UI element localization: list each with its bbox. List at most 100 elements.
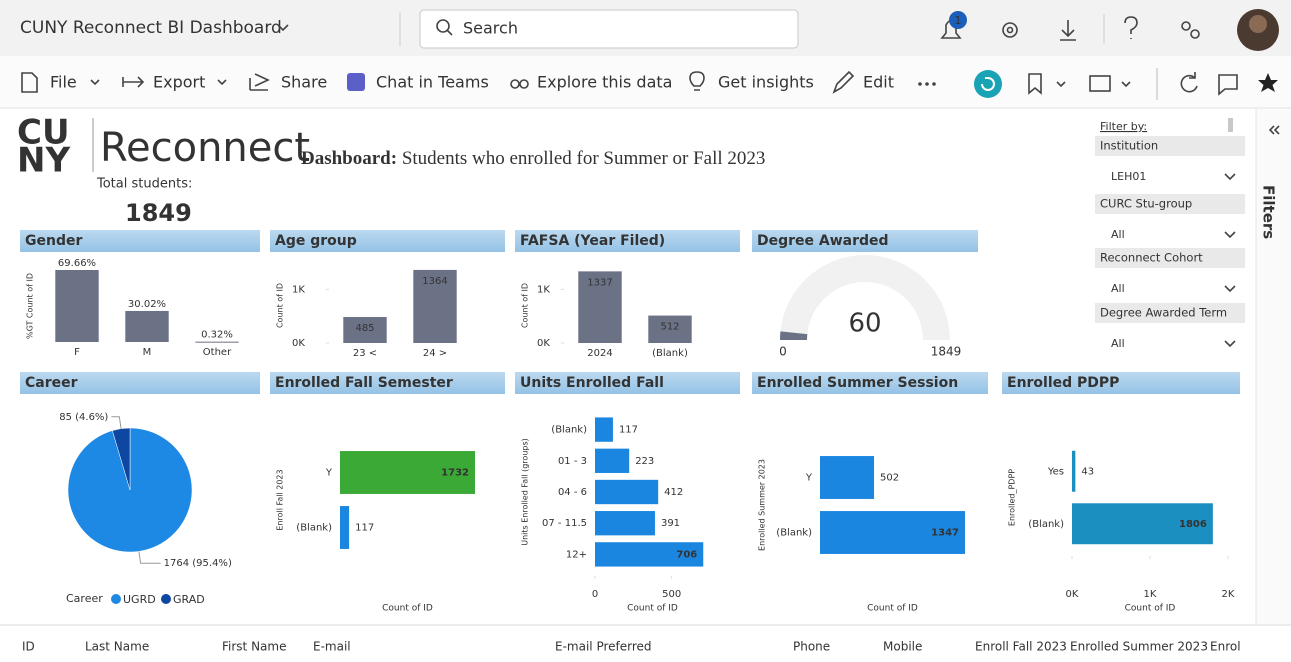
app-title[interactable]: CUNY Reconnect BI Dashboard	[20, 18, 282, 38]
bar[interactable]	[595, 480, 658, 504]
column-header[interactable]: E-mail Preferred	[555, 640, 652, 654]
bar[interactable]	[1072, 451, 1075, 492]
gauge-max: 1849	[931, 345, 962, 359]
y-tick-label: 1K	[292, 284, 305, 295]
x-axis-label: Count of ID	[867, 604, 918, 614]
total-value: 1849	[125, 199, 192, 227]
reset-button[interactable]	[974, 70, 1002, 98]
toolbar-button[interactable]: Explore this data	[537, 73, 672, 92]
charts: Gender%GT Count of IDF69.66%M30.02%Other…	[20, 230, 1240, 614]
heading-text: Students who enrolled for Summer or Fall…	[402, 148, 766, 169]
filter-value[interactable]: LEH01	[1111, 170, 1146, 183]
leader-line	[139, 551, 161, 563]
chart-title: Enrolled Fall Semester	[275, 375, 453, 391]
x-axis-label: Count of ID	[1125, 604, 1176, 614]
logo-text: NY	[17, 141, 70, 181]
data-label: 706	[676, 549, 697, 560]
bar[interactable]	[595, 511, 655, 535]
data-label: 485	[355, 323, 374, 334]
legend-label[interactable]: UGRD	[123, 593, 156, 606]
x-tick-label: M	[143, 347, 152, 358]
data-label: 30.02%	[128, 299, 166, 310]
filter-value[interactable]: All	[1111, 228, 1125, 241]
y-tick-label: 1K	[537, 284, 550, 295]
report-heading: Dashboard: Students who enrolled for Sum…	[301, 148, 765, 169]
toolbar-items: File Export Share Chat in Teams Explore this…	[50, 73, 894, 92]
bar[interactable]	[340, 506, 349, 549]
y-tick-label: Y	[805, 473, 813, 484]
y-tick-label: (Blank)	[296, 523, 332, 534]
x-tick-label: 2K	[1222, 589, 1235, 600]
x-tick-label: 500	[662, 589, 681, 600]
gauge-min: 0	[779, 345, 787, 359]
brand-name: Reconnect	[100, 125, 310, 171]
search-placeholder[interactable]: Search	[463, 19, 518, 38]
filter-label: Degree Awarded Term	[1100, 306, 1227, 320]
column-header[interactable]: Enroll Fall 2023	[975, 640, 1067, 654]
legend-swatch	[161, 594, 171, 604]
column-header[interactable]: Enrol	[1210, 640, 1241, 654]
column-header[interactable]: E-mail	[313, 640, 351, 654]
bar[interactable]	[125, 311, 168, 342]
toolbar-button[interactable]: Edit	[863, 73, 894, 92]
bar[interactable]	[820, 456, 874, 499]
chart-title: Units Enrolled Fall	[520, 375, 664, 391]
y-axis-label: Count of ID	[521, 283, 530, 328]
column-header[interactable]: Mobile	[883, 640, 922, 654]
chart-title: Gender	[25, 233, 82, 249]
bar[interactable]	[195, 342, 238, 343]
column-header[interactable]: Phone	[793, 640, 830, 654]
filter-label: CURC Stu-group	[1100, 197, 1192, 211]
legend-label[interactable]: GRAD	[173, 593, 205, 606]
x-tick-label: Other	[203, 347, 232, 358]
y-axis-label: %GT Count of ID	[26, 273, 35, 339]
filter-value[interactable]: All	[1111, 282, 1125, 295]
data-label: 512	[660, 322, 679, 333]
bar[interactable]	[55, 270, 98, 342]
dropdown-chevron[interactable]	[1225, 286, 1235, 291]
toolbar-button[interactable]: Share	[281, 73, 327, 92]
filter-value[interactable]: All	[1111, 337, 1125, 350]
data-label: 1364	[422, 276, 447, 287]
dropdown-chevron[interactable]	[1225, 341, 1235, 346]
toolbar-button[interactable]: Get insights	[718, 73, 814, 92]
y-axis-label: Enrolled Summer 2023	[758, 459, 767, 551]
data-label: 1764 (95.4%)	[164, 558, 232, 569]
teams-icon	[347, 73, 365, 91]
total-label: Total students:	[96, 177, 192, 192]
dropdown-chevron[interactable]	[1225, 174, 1235, 179]
filter-list: InstitutionLEH01CURC Stu-groupAllReconne…	[1095, 136, 1245, 350]
table-header: ID Last Name First Name E-mail E-mail Prefer…	[22, 640, 1241, 654]
y-tick-label: 01 - 3	[558, 456, 587, 467]
more-icon	[925, 82, 929, 86]
column-header[interactable]: Last Name	[85, 640, 149, 654]
filter-title: Filter by:	[1100, 120, 1147, 133]
legend-swatch	[111, 594, 121, 604]
dropdown-chevron[interactable]	[1225, 232, 1235, 237]
legend-title: Career	[66, 592, 103, 605]
page: CUNY Reconnect BI Dashboard Search 1 Fil…	[0, 0, 1291, 662]
toolbar-button[interactable]: File	[50, 73, 77, 92]
bar[interactable]	[595, 417, 613, 441]
column-header[interactable]: ID	[22, 640, 35, 654]
chart-title: Career	[25, 375, 78, 391]
x-axis-label: Count of ID	[627, 604, 678, 614]
column-header[interactable]: First Name	[222, 640, 286, 654]
y-tick-label: Yes	[1047, 466, 1064, 477]
dashboard-screen: CUNY Reconnect BI Dashboard Search 1 Fil…	[0, 0, 1291, 662]
column-header[interactable]: Enrolled Summer 2023	[1070, 640, 1208, 654]
filter-label: Reconnect Cohort	[1100, 251, 1203, 265]
x-tick-label: 1K	[1144, 589, 1157, 600]
toolbar-button[interactable]: Chat in Teams	[376, 73, 489, 92]
y-tick-label: (Blank)	[776, 528, 812, 539]
toolbar-button[interactable]: Export	[153, 73, 205, 92]
data-label: 391	[661, 518, 680, 529]
data-label: 223	[635, 456, 654, 467]
data-label: 1732	[441, 468, 469, 479]
filter-pane-label[interactable]: Filters	[1260, 185, 1278, 239]
bar[interactable]	[595, 449, 629, 473]
x-tick-label: 0K	[1066, 589, 1079, 600]
chart-title: Age group	[275, 233, 357, 249]
more-icon[interactable]	[918, 82, 922, 86]
y-tick-label: (Blank)	[1028, 519, 1064, 530]
